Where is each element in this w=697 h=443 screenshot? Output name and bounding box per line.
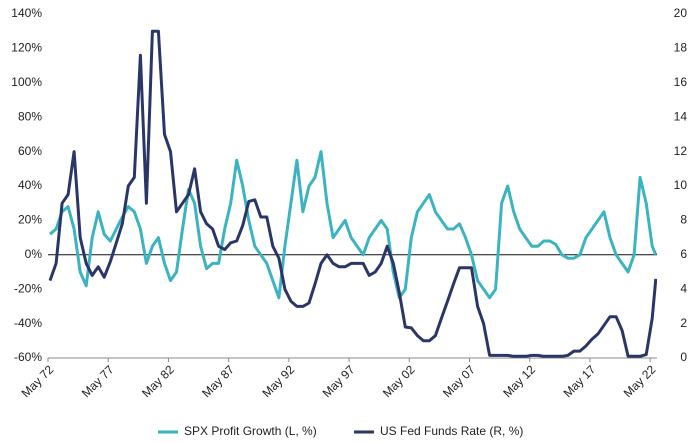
x-tick-label: May 02 (380, 362, 418, 400)
y-tick-label: 20% (18, 213, 42, 227)
y-tick-label: 40% (18, 178, 42, 192)
y-tick-label: 0% (25, 247, 43, 261)
x-tick-label: May 07 (440, 362, 478, 400)
y-tick-label: -60% (14, 350, 42, 364)
y-tick-label: -40% (14, 316, 42, 330)
y-tick-label: 100% (11, 75, 42, 89)
y2-tick-label: 6 (680, 247, 687, 261)
y2-tick-label: 4 (680, 281, 687, 295)
x-tick-label: May 87 (199, 362, 237, 400)
x-tick-label: May 22 (621, 362, 659, 400)
y2-tick-label: 10 (674, 178, 688, 192)
x-tick-label: May 97 (320, 362, 358, 400)
y2-tick-label: 12 (674, 144, 688, 158)
x-tick-label: May 92 (259, 362, 297, 400)
x-tick-label: May 77 (79, 362, 117, 400)
x-tick-label: May 17 (561, 362, 599, 400)
y-tick-label: 80% (18, 109, 42, 123)
y2-tick-label: 0 (680, 350, 687, 364)
y-tick-label: -20% (14, 281, 42, 295)
y2-tick-label: 2 (680, 316, 687, 330)
x-tick-label: May 82 (139, 362, 177, 400)
y2-tick-label: 20 (674, 6, 688, 20)
series-line (48, 29, 657, 358)
legend-label: SPX Profit Growth (L, %) (184, 424, 317, 438)
y-tick-label: 120% (11, 41, 42, 55)
y-tick-label: 60% (18, 144, 42, 158)
y2-tick-label: 18 (674, 41, 688, 55)
y2-tick-label: 16 (674, 75, 688, 89)
x-tick-label: May 12 (500, 362, 538, 400)
legend-label: US Fed Funds Rate (R, %) (380, 424, 523, 438)
x-tick-label: May 72 (19, 362, 57, 400)
y-tick-label: 140% (11, 6, 42, 20)
y2-tick-label: 14 (674, 109, 688, 123)
series-line (49, 150, 657, 300)
y2-tick-label: 8 (680, 213, 687, 227)
